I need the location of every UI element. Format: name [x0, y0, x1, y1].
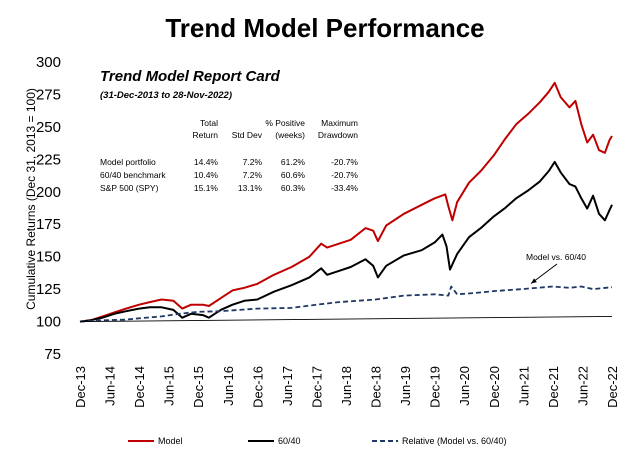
x-tick-label: Dec-17 — [309, 366, 324, 408]
legend: Model 60/40 Relative (Model vs. 60/40) — [128, 436, 507, 446]
annotation-model-vs-6040: Model vs. 60/40 — [526, 252, 586, 262]
report-card-cell: 10.4% — [194, 170, 219, 180]
x-tick-label: Jun-21 — [516, 366, 531, 406]
x-tick-label: Jun-17 — [280, 366, 295, 406]
y-tick-label: 175 — [36, 216, 61, 233]
report-card-cell: 61.2% — [281, 157, 306, 167]
report-card-cell: 7.2% — [243, 157, 263, 167]
y-tick-label: 150 — [36, 249, 61, 266]
report-card-cell: -20.7% — [331, 170, 358, 180]
series-line-relative-model-vs-60-40 — [79, 285, 613, 323]
y-tick-label: 225 — [36, 151, 61, 168]
report-card-header: % Positive — [265, 118, 305, 128]
x-tick-label: Jun-18 — [339, 366, 354, 406]
axis-ticks: 75 100 125 150 175 200 225 250 275 300 Dec-13 Jun-1… — [36, 54, 620, 408]
report-card-cell: -20.7% — [331, 157, 358, 167]
report-card-cell: -33.4% — [331, 183, 358, 193]
x-tick-label: Jun-16 — [221, 366, 236, 406]
report-card-row-label: 60/40 benchmark — [100, 170, 166, 180]
report-card-cell: 60.6% — [281, 170, 306, 180]
y-tick-label: 250 — [36, 119, 61, 136]
y-tick-label: 75 — [44, 346, 61, 363]
x-tick-label: Dec-20 — [487, 366, 502, 408]
report-card-cell: 60.3% — [281, 183, 306, 193]
report-card-cell: 14.4% — [194, 157, 219, 167]
x-tick-label: Dec-15 — [191, 366, 206, 408]
legend-label: Relative (Model vs. 60/40) — [402, 436, 507, 446]
chart-title: Trend Model Performance — [165, 13, 484, 43]
y-axis-title: Cumulative Returns (Dec 31, 2013 = 100) — [24, 88, 38, 310]
x-tick-label: Dec-16 — [250, 366, 265, 408]
series-line-trend-line — [79, 315, 613, 323]
y-tick-label: 100 — [36, 314, 61, 331]
series-line-60-40 — [79, 160, 613, 323]
report-card-header: Std Dev — [232, 130, 263, 140]
y-tick-label: 125 — [36, 281, 61, 298]
x-tick-label: Dec-18 — [369, 366, 384, 408]
report-card-title: Trend Model Report Card — [100, 68, 281, 85]
x-tick-label: Jun-20 — [457, 366, 472, 406]
report-card-row-label: Model portfolio — [100, 157, 156, 167]
report-card: Trend Model Report Card (31-Dec-2013 to … — [100, 68, 358, 193]
report-card-header: Total — [200, 118, 218, 128]
report-card-row-label: S&P 500 (SPY) — [100, 183, 159, 193]
legend-label: 60/40 — [278, 436, 301, 446]
report-card-header: (weeks) — [275, 130, 305, 140]
report-card-cell: 15.1% — [194, 183, 219, 193]
annotation: Model vs. 60/40 — [526, 252, 586, 284]
x-tick-label: Dec-21 — [546, 366, 561, 408]
report-card-header: Maximum — [321, 118, 358, 128]
x-tick-label: Dec-22 — [605, 366, 620, 408]
report-card-header: Drawdown — [318, 130, 358, 140]
x-tick-label: Jun-14 — [103, 366, 118, 406]
report-card-header: Return — [192, 130, 218, 140]
series-line-model — [79, 81, 613, 323]
report-card-cell: 7.2% — [243, 170, 263, 180]
x-tick-label: Dec-19 — [428, 366, 443, 408]
x-tick-label: Jun-15 — [162, 366, 177, 406]
series-lines — [79, 81, 613, 323]
report-card-cell: 13.1% — [238, 183, 263, 193]
legend-label: Model — [158, 436, 183, 446]
report-card-table: Total Return Std Dev% Positive (weeks) Maxim… — [100, 118, 358, 193]
y-tick-label: 300 — [36, 54, 61, 71]
x-tick-label: Dec-14 — [132, 366, 147, 408]
y-tick-label: 200 — [36, 184, 61, 201]
report-card-subtitle: (31-Dec-2013 to 28-Nov-2022) — [100, 90, 232, 101]
annotation-arrowhead — [531, 278, 537, 284]
x-tick-label: Jun-22 — [575, 366, 590, 406]
x-tick-label: Jun-19 — [398, 366, 413, 406]
y-tick-label: 275 — [36, 86, 61, 103]
x-tick-label: Dec-13 — [73, 366, 88, 408]
